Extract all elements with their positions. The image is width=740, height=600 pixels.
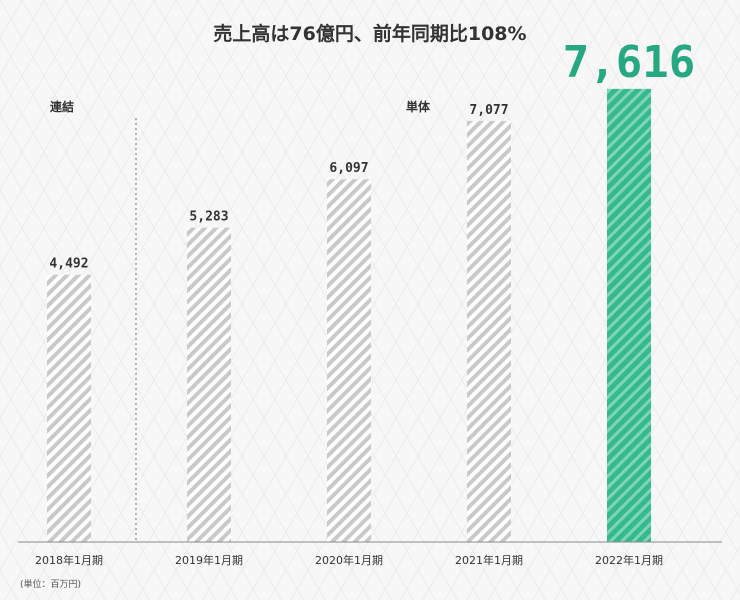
x-tick-label: 2019年1月期 — [175, 553, 243, 567]
x-tick-label: 2022年1月期 — [595, 553, 663, 567]
segment-label-consolidated: 連結 — [50, 99, 74, 114]
bar-2018年1月期 — [47, 274, 91, 542]
bar-2021年1月期 — [467, 120, 511, 542]
data-label-2020年1月期: 6,097 — [329, 161, 368, 176]
data-label-2021年1月期: 7,077 — [469, 103, 508, 118]
bars-group: 4,492 5,283 6,097 7,077 7,616 — [47, 37, 695, 543]
bar-2022年1月期 — [607, 88, 651, 543]
data-label-2018年1月期: 4,492 — [49, 257, 88, 272]
x-tick-label: 2020年1月期 — [315, 553, 383, 567]
data-label-2019年1月期: 5,283 — [189, 210, 228, 225]
x-tick-label: 2021年1月期 — [455, 553, 523, 567]
unit-note: (単位：百万円) — [20, 578, 81, 590]
x-tick-label: 2018年1月期 — [35, 553, 103, 567]
x-tick-labels: 2018年1月期 2019年1月期 2020年1月期 2021年1月期 2022年1月期 — [35, 553, 663, 567]
segment-label-standalone: 単体 — [406, 99, 431, 114]
bar-2020年1月期 — [327, 179, 371, 542]
chart-title: 売上高は76億円、前年同期比108% — [213, 22, 526, 45]
data-label-2022年1月期: 7,616 — [563, 37, 695, 88]
bar-2019年1月期 — [187, 227, 231, 542]
